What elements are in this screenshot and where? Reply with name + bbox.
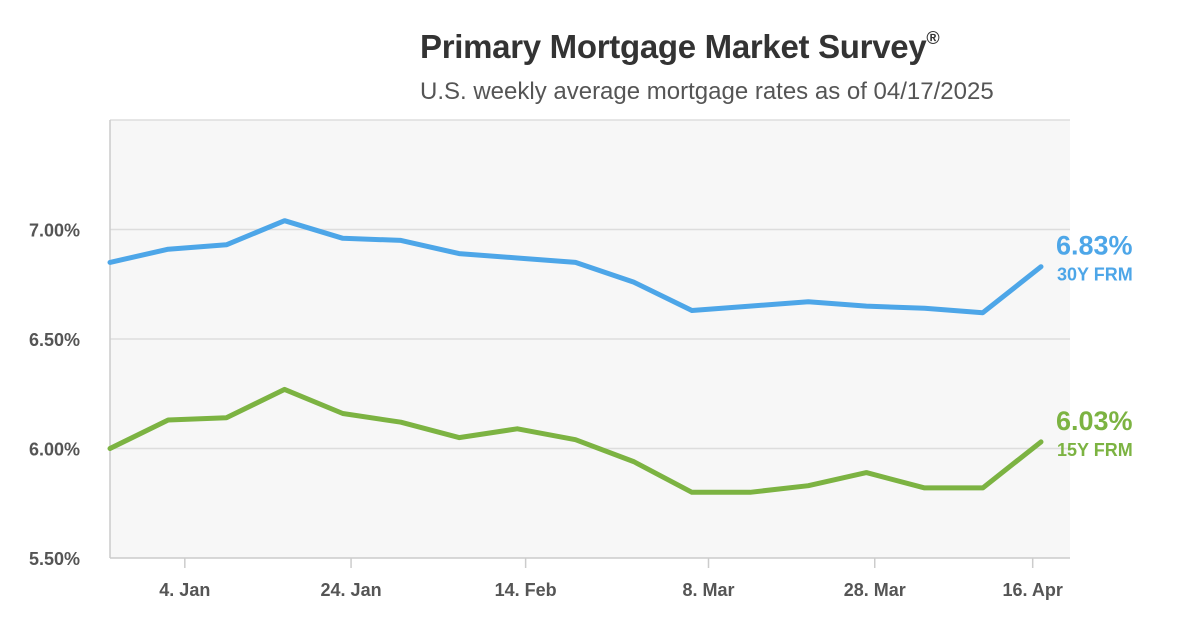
series-name-label: 15Y FRM: [1057, 440, 1133, 460]
chart-subtitle: U.S. weekly average mortgage rates as of…: [420, 78, 994, 105]
x-tick-label: 4. Jan: [159, 580, 210, 600]
chart-title: Primary Mortgage Market Survey®: [420, 28, 940, 66]
y-tick-label: 7.00%: [29, 221, 80, 241]
series-line-15y-frm: [107, 386, 1044, 495]
grid-lines: [110, 119, 1070, 450]
series-line-30y-frm: [107, 218, 1044, 316]
y-tick-label: 5.50%: [29, 549, 80, 569]
x-tick-label: 14. Feb: [495, 580, 557, 600]
x-tick-label: 28. Mar: [844, 580, 906, 600]
end-labels: 6.83% 30Y FRM 6.03% 15Y FRM: [1056, 231, 1133, 460]
end-value-label: 6.83%: [1056, 231, 1133, 261]
series-name-label: 30Y FRM: [1057, 265, 1133, 285]
x-tick-label: 16. Apr: [1003, 580, 1063, 600]
y-tick-label: 6.50%: [29, 330, 80, 350]
axes: [109, 120, 1070, 559]
series-lines: [107, 218, 1044, 495]
x-tick-label: 8. Mar: [682, 580, 734, 600]
registered-mark: ®: [926, 28, 940, 48]
end-value-label: 6.03%: [1056, 406, 1133, 436]
y-axis-ticks: 5.50% 6.00% 6.50% 7.00%: [29, 221, 80, 570]
chart-title-text: Primary Mortgage Market Survey: [420, 28, 927, 65]
x-tick-label: 24. Jan: [321, 580, 382, 600]
y-tick-label: 6.00%: [29, 440, 80, 460]
x-axis-ticks: 4. Jan 24. Jan 14. Feb 8. Mar 28. Mar 16. Apr: [159, 558, 1063, 600]
